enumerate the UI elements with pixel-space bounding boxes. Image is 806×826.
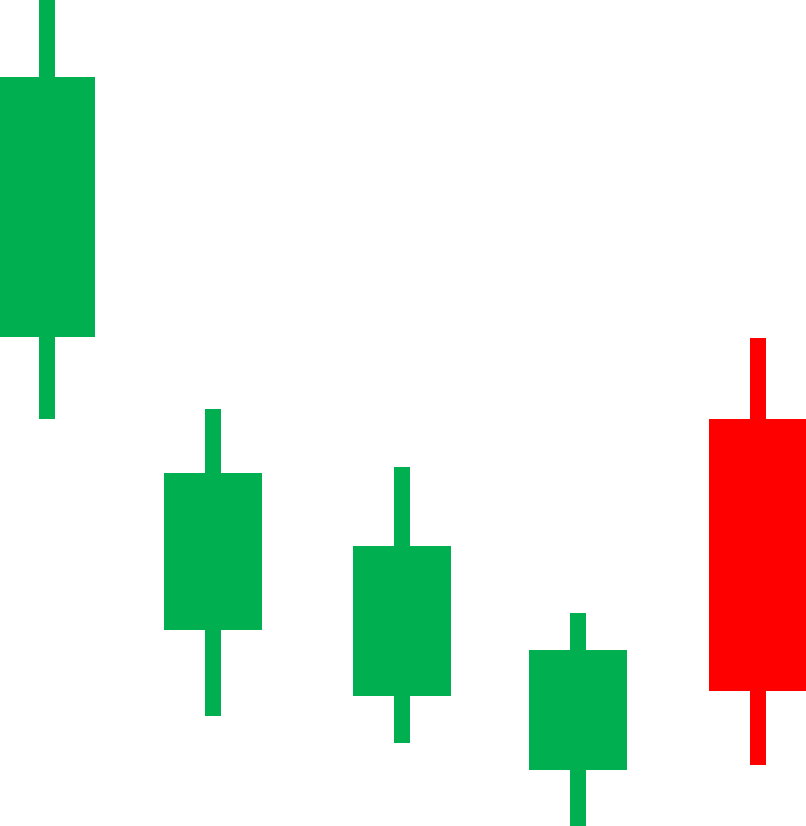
candle-3 [353,467,451,743]
candle-3-body [353,546,451,696]
candle-5-body [709,419,806,691]
candle-2 [164,409,262,716]
candle-1 [0,0,95,419]
candle-2-body [164,473,262,630]
candle-1-body [0,77,95,337]
candle-4-body [529,650,627,770]
candle-5 [709,338,806,765]
candle-4 [529,613,627,826]
